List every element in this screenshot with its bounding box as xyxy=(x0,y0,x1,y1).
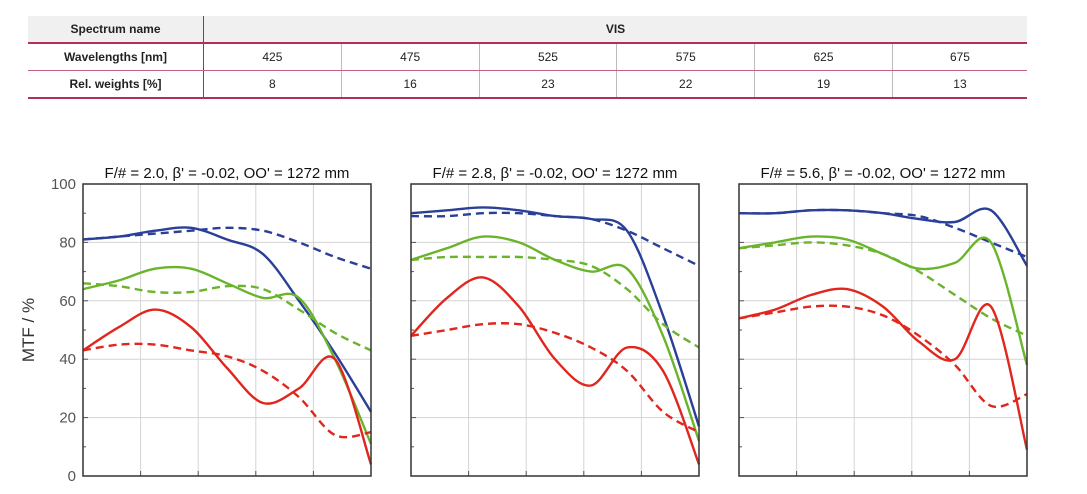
weights-row: Rel. weights [%] 8 16 23 22 19 13 xyxy=(28,70,1027,99)
chart-title: F/# = 2.8, β' = -0.02, OO' = 1272 mm xyxy=(433,165,678,182)
weights-header: Rel. weights [%] xyxy=(28,70,204,99)
series-green-dashed xyxy=(82,282,372,352)
plot-frame xyxy=(410,183,700,477)
wavelengths-header: Wavelengths [nm] xyxy=(28,43,204,71)
series-green-solid xyxy=(738,235,1029,366)
spectrum-name-row: Spectrum name VIS xyxy=(28,16,1027,44)
series-blue-dashed xyxy=(410,211,700,267)
series-red-solid xyxy=(82,308,373,465)
wavelengths-row: Wavelengths [nm] 425 475 525 575 625 675 xyxy=(28,43,1027,71)
y-tick-label: 20 xyxy=(59,410,76,427)
plot-frame xyxy=(738,183,1028,477)
spectrum-name-value: VIS xyxy=(203,16,1027,44)
series-green-dashed xyxy=(738,241,1028,337)
chart-title: F/# = 2.0, β' = -0.02, OO' = 1272 mm xyxy=(105,165,350,182)
weight-cell: 16 xyxy=(340,70,480,99)
series-green-dashed xyxy=(410,255,700,349)
series-red-solid xyxy=(738,287,1029,450)
weight-cell: 23 xyxy=(478,70,617,99)
series-blue-dashed xyxy=(82,226,372,270)
weight-cell: 22 xyxy=(616,70,755,99)
y-tick-label: 40 xyxy=(59,351,76,368)
y-tick-label: 80 xyxy=(59,234,76,251)
series-green-solid xyxy=(82,265,373,445)
wavelength-cell: 625 xyxy=(754,43,893,71)
weight-cell: 8 xyxy=(203,70,342,99)
series-red-dashed xyxy=(738,304,1028,409)
mtf-chart-3: F/# = 5.6, β' = -0.02, OO' = 1272 mm xyxy=(738,165,1029,477)
y-tick-label: 0 xyxy=(68,468,76,485)
y-tick-label: 60 xyxy=(59,293,76,310)
weight-cell: 19 xyxy=(754,70,893,99)
series-green-solid xyxy=(410,235,701,442)
wavelength-cell: 525 xyxy=(478,43,617,71)
weight-cell: 13 xyxy=(891,70,1027,99)
spectrum-table: Spectrum name VIS Wavelengths [nm] 425 4… xyxy=(28,16,1027,99)
wavelength-cell: 575 xyxy=(616,43,755,71)
wavelength-cell: 425 xyxy=(203,43,342,71)
plot-frame xyxy=(82,183,372,477)
chart-title: F/# = 5.6, β' = -0.02, OO' = 1272 mm xyxy=(761,165,1006,182)
series-blue-dashed xyxy=(738,208,1028,259)
wavelength-cell: 675 xyxy=(891,43,1027,71)
series-red-solid xyxy=(410,276,701,465)
mtf-chart-2: F/# = 2.8, β' = -0.02, OO' = 1272 mm xyxy=(410,165,701,477)
series-red-dashed xyxy=(410,322,700,434)
mtf-chart-1: F/# = 2.0, β' = -0.02, OO' = 1272 mm 0 20 4… xyxy=(51,165,373,485)
y-tick-label: 100 xyxy=(51,176,76,193)
y-axis-label: MTF / % xyxy=(19,298,38,362)
spectrum-name-header: Spectrum name xyxy=(28,16,204,44)
series-blue-solid xyxy=(410,206,701,427)
wavelength-cell: 475 xyxy=(340,43,480,71)
series-red-dashed xyxy=(82,342,372,439)
